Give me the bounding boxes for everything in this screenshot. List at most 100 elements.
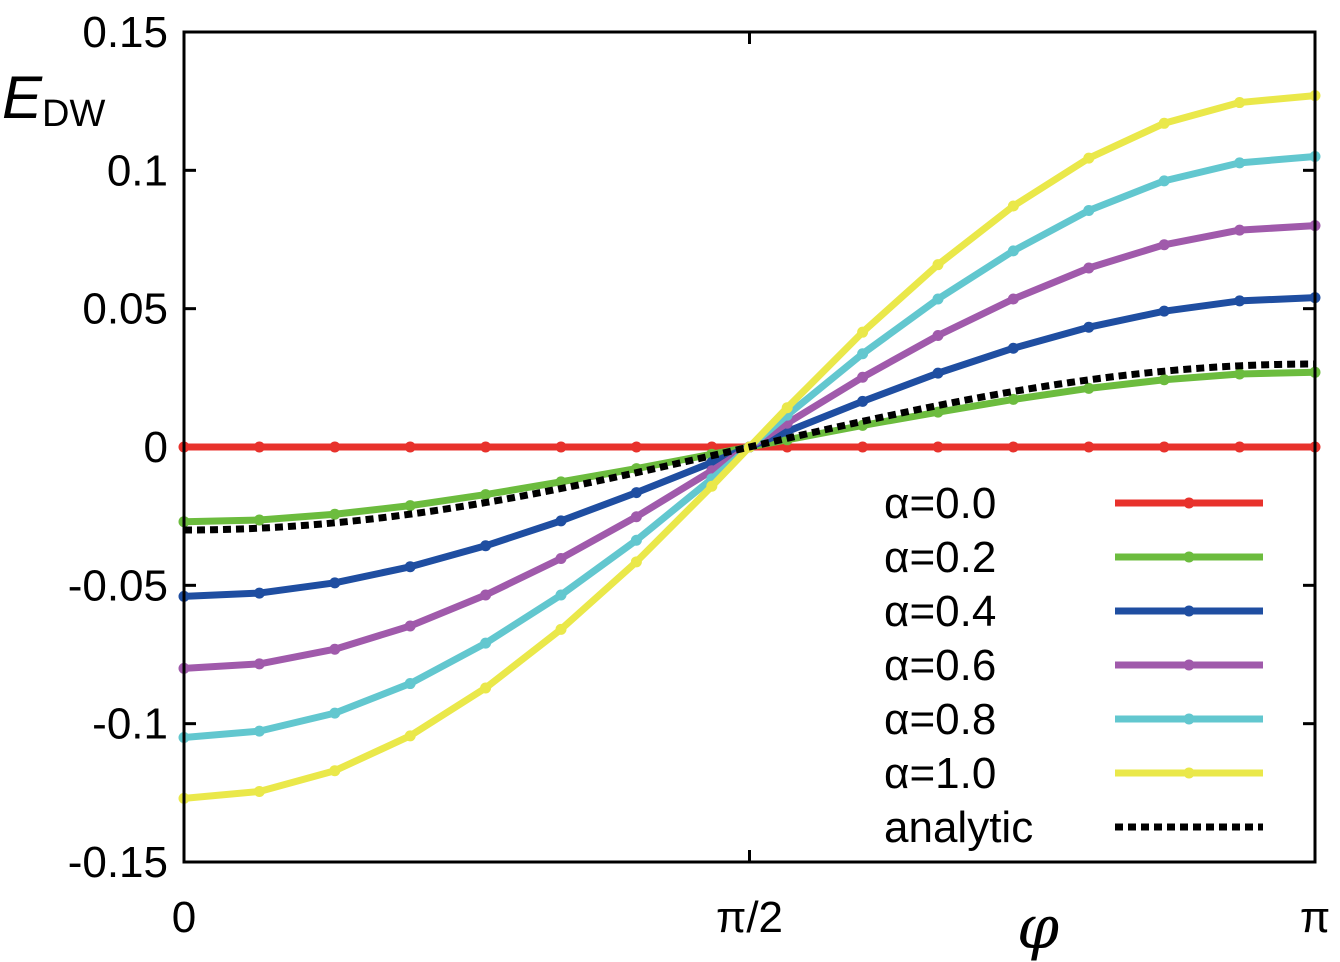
data-point: [329, 508, 341, 520]
data-point: [555, 552, 567, 564]
data-point: [630, 511, 642, 523]
data-point: [480, 589, 492, 601]
data-point: [857, 441, 869, 453]
legend-label: α=0.8: [884, 695, 996, 744]
series-layer: [178, 90, 1321, 804]
data-point: [480, 637, 492, 649]
data-point: [706, 480, 718, 492]
data-point: [1158, 175, 1170, 187]
x-tick-label: π: [1300, 893, 1330, 942]
data-point: [404, 730, 416, 742]
data-point: [781, 402, 793, 414]
data-point: [480, 540, 492, 552]
legend-marker: [1183, 605, 1195, 617]
y-tick-label: -0.15: [68, 838, 168, 887]
y-tick-label: 0.15: [82, 8, 168, 57]
legend-label: α=0.0: [884, 479, 996, 528]
data-point: [1158, 374, 1170, 386]
data-point: [329, 441, 341, 453]
data-point: [630, 487, 642, 499]
data-point: [329, 643, 341, 655]
data-point: [630, 441, 642, 453]
data-point: [1158, 305, 1170, 317]
y-tick-label: -0.05: [68, 561, 168, 610]
x-axis-label: φ: [1017, 893, 1059, 962]
data-point: [1234, 224, 1246, 236]
data-point: [404, 678, 416, 690]
data-point: [1083, 441, 1095, 453]
data-point: [1234, 157, 1246, 169]
axes-layer: 0.150.10.050-0.05-0.1-0.150 π/2 π: [68, 8, 1330, 942]
data-point: [404, 500, 416, 512]
data-point: [932, 406, 944, 418]
legend-marker: [1183, 551, 1195, 563]
data-point: [932, 293, 944, 305]
data-point: [253, 441, 265, 453]
x-tick-label: 0: [172, 893, 196, 942]
data-point: [253, 725, 265, 737]
data-point: [253, 587, 265, 599]
legend-label: α=0.2: [884, 533, 996, 582]
data-point: [253, 658, 265, 670]
x-tick-label: π/2: [716, 893, 783, 942]
y-tick-label: 0: [144, 423, 168, 472]
data-point: [857, 348, 869, 360]
data-point: [1083, 204, 1095, 216]
data-point: [1234, 97, 1246, 109]
data-point: [1158, 239, 1170, 251]
data-point: [630, 534, 642, 546]
data-point: [857, 371, 869, 383]
legend-label: α=1.0: [884, 749, 996, 798]
data-point: [932, 330, 944, 342]
data-point: [329, 707, 341, 719]
y-tick-label: -0.1: [92, 700, 168, 749]
analytic-curve: [183, 360, 1316, 534]
data-point: [480, 441, 492, 453]
data-point: [1083, 262, 1095, 274]
data-point: [1007, 342, 1019, 354]
y-axis-label: EDW: [2, 64, 105, 135]
data-point: [1158, 117, 1170, 129]
data-point: [1007, 293, 1019, 305]
data-point: [253, 785, 265, 797]
plot-frame: [182, 30, 1317, 864]
data-point: [480, 682, 492, 694]
data-point: [932, 367, 944, 379]
data-point: [932, 441, 944, 453]
data-point: [404, 561, 416, 573]
data-point: [555, 515, 567, 527]
data-point: [555, 623, 567, 635]
legend-label: α=0.6: [884, 641, 996, 690]
y-tick-label: 0.05: [82, 285, 168, 334]
legend-marker: [1183, 713, 1195, 725]
data-point: [857, 326, 869, 338]
data-point: [555, 441, 567, 453]
data-point: [1234, 295, 1246, 307]
data-point: [1007, 245, 1019, 257]
data-point: [329, 765, 341, 777]
data-point: [630, 556, 642, 568]
legend-marker: [1183, 767, 1195, 779]
data-point: [1007, 393, 1019, 405]
data-point: [1007, 441, 1019, 453]
data-point: [857, 395, 869, 407]
data-point: [404, 620, 416, 632]
data-point: [329, 577, 341, 589]
data-point: [555, 589, 567, 601]
data-point: [1158, 441, 1170, 453]
data-point: [253, 514, 265, 526]
data-point: [1083, 382, 1095, 394]
data-point: [932, 259, 944, 271]
data-point: [1007, 200, 1019, 212]
legend-label: α=0.4: [884, 587, 996, 636]
data-point: [1234, 441, 1246, 453]
y-tick-label: 0.1: [107, 146, 168, 195]
legend-marker: [1183, 497, 1195, 509]
legend-label: analytic: [884, 803, 1033, 852]
data-point: [1083, 152, 1095, 164]
data-point: [480, 489, 492, 501]
data-point: [404, 441, 416, 453]
legend: α=0.0 α=0.2 α=0.4 α=0.6 α=0.8 α=1.0 analytic: [884, 479, 1263, 852]
data-point: [1083, 321, 1095, 333]
